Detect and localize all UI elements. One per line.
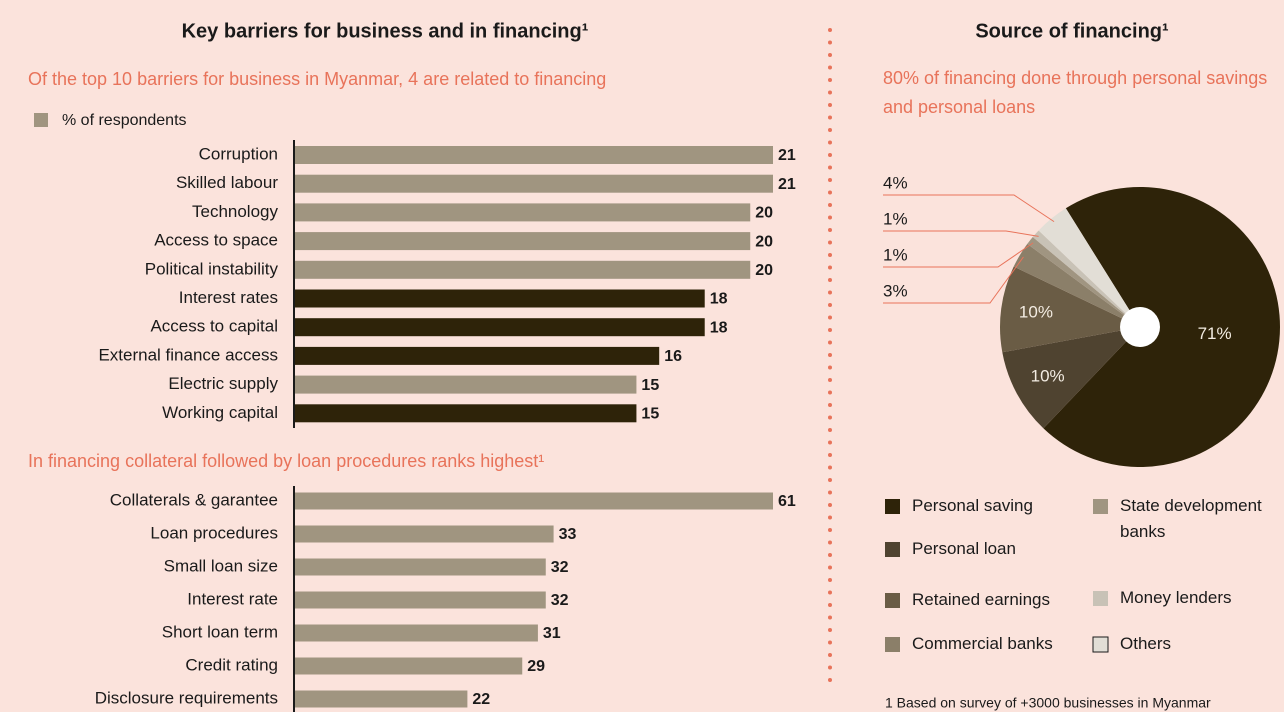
leader-line	[883, 256, 1024, 304]
pie-hole	[1120, 307, 1160, 347]
legend-swatch	[1092, 636, 1109, 653]
bar	[295, 318, 705, 337]
bar	[295, 558, 546, 576]
category-label: Interest rates	[179, 288, 278, 307]
bar	[295, 375, 637, 394]
legend-label: Money lenders	[1120, 588, 1232, 607]
pie-slice	[1038, 208, 1140, 327]
bar	[295, 492, 773, 510]
legend-swatch	[1093, 499, 1108, 514]
category-label: Access to space	[154, 231, 278, 250]
category-label: Credit rating	[185, 655, 278, 674]
slice-label: 10%	[1031, 366, 1065, 385]
legend-label: Personal saving	[912, 496, 1033, 515]
category-label: Working capital	[162, 403, 278, 422]
slice-label: 1%	[883, 209, 908, 228]
value-label: 18	[710, 291, 728, 308]
chart-title: Key barriers for business and in financi…	[182, 20, 589, 42]
legend-swatch	[34, 113, 48, 127]
category-label: Access to capital	[150, 317, 278, 336]
category-label: Electric supply	[168, 374, 278, 393]
value-label: 61	[778, 493, 796, 510]
value-label: 18	[710, 319, 728, 336]
legend-swatch	[885, 542, 900, 557]
category-label: Collaterals & garantee	[110, 490, 278, 509]
leader-line	[883, 194, 1055, 223]
legend-label: Others	[1120, 634, 1172, 653]
value-label: 20	[755, 262, 773, 279]
value-label: 16	[664, 348, 682, 365]
bar	[295, 289, 705, 308]
category-label: Political instability	[145, 259, 279, 278]
legend-swatch	[885, 637, 900, 652]
legend-label: Commercial banks	[912, 634, 1053, 653]
value-label: 32	[551, 592, 569, 609]
value-label: 33	[559, 526, 577, 543]
legend-swatch	[1093, 591, 1108, 606]
slice-label: 4%	[883, 173, 908, 192]
bar	[295, 657, 523, 675]
category-label: Small loan size	[164, 556, 278, 575]
bar	[295, 146, 773, 164]
bar	[295, 591, 546, 609]
value-label: 29	[527, 658, 545, 675]
pie-slice	[1000, 266, 1140, 353]
leader-line	[883, 230, 1039, 237]
category-label: Loan procedures	[150, 523, 278, 542]
chart-subtitle: Of the top 10 barriers for business in M…	[28, 69, 606, 89]
pie-slice	[1043, 186, 1281, 468]
value-label: 20	[755, 233, 773, 250]
slice-label: 1%	[883, 245, 908, 264]
bar	[295, 232, 751, 251]
category-label: Technology	[192, 202, 279, 221]
bar	[295, 260, 751, 279]
value-label: 31	[543, 625, 561, 642]
category-label: External finance access	[98, 345, 278, 364]
bar	[295, 203, 751, 222]
value-label: 32	[551, 559, 569, 576]
bar	[295, 525, 554, 543]
leader-line	[883, 242, 1034, 268]
slice-label: 71%	[1198, 324, 1232, 343]
bar	[295, 174, 773, 193]
category-label: Corruption	[199, 144, 278, 163]
slice-label: 3%	[883, 281, 908, 300]
slice-label: 10%	[1019, 303, 1053, 322]
pie-slice	[1013, 243, 1140, 327]
category-label: Disclosure requirements	[95, 688, 278, 707]
legend-swatch	[885, 593, 900, 608]
category-label: Interest rate	[187, 589, 278, 608]
chart-title: Source of financing¹	[975, 20, 1169, 42]
chart-subtitle: 80% of financing done through personal s…	[883, 68, 1268, 117]
legend-swatch	[885, 499, 900, 514]
legend-label: % of respondents	[62, 112, 187, 129]
bar	[295, 690, 468, 708]
legend-label: Retained earnings	[912, 590, 1050, 609]
legend-label: Personal loan	[912, 539, 1016, 558]
pie-slice	[1032, 230, 1140, 327]
category-label: Short loan term	[162, 622, 278, 641]
pie-slice	[1027, 237, 1140, 327]
bar	[295, 346, 660, 365]
bar	[295, 624, 538, 642]
category-label: Skilled labour	[176, 173, 278, 192]
value-label: 15	[641, 406, 659, 423]
chart-subtitle: In financing collateral followed by loan…	[28, 451, 544, 471]
value-label: 21	[778, 176, 796, 193]
value-label: 21	[778, 147, 796, 164]
legend-label: State development banks	[1120, 496, 1262, 542]
value-label: 22	[472, 691, 490, 708]
pie-slice	[1002, 327, 1140, 429]
bar	[295, 404, 637, 423]
value-label: 20	[755, 205, 773, 222]
footnote: 1 Based on survey of +3000 businesses in…	[885, 695, 1211, 711]
value-label: 15	[641, 377, 659, 394]
